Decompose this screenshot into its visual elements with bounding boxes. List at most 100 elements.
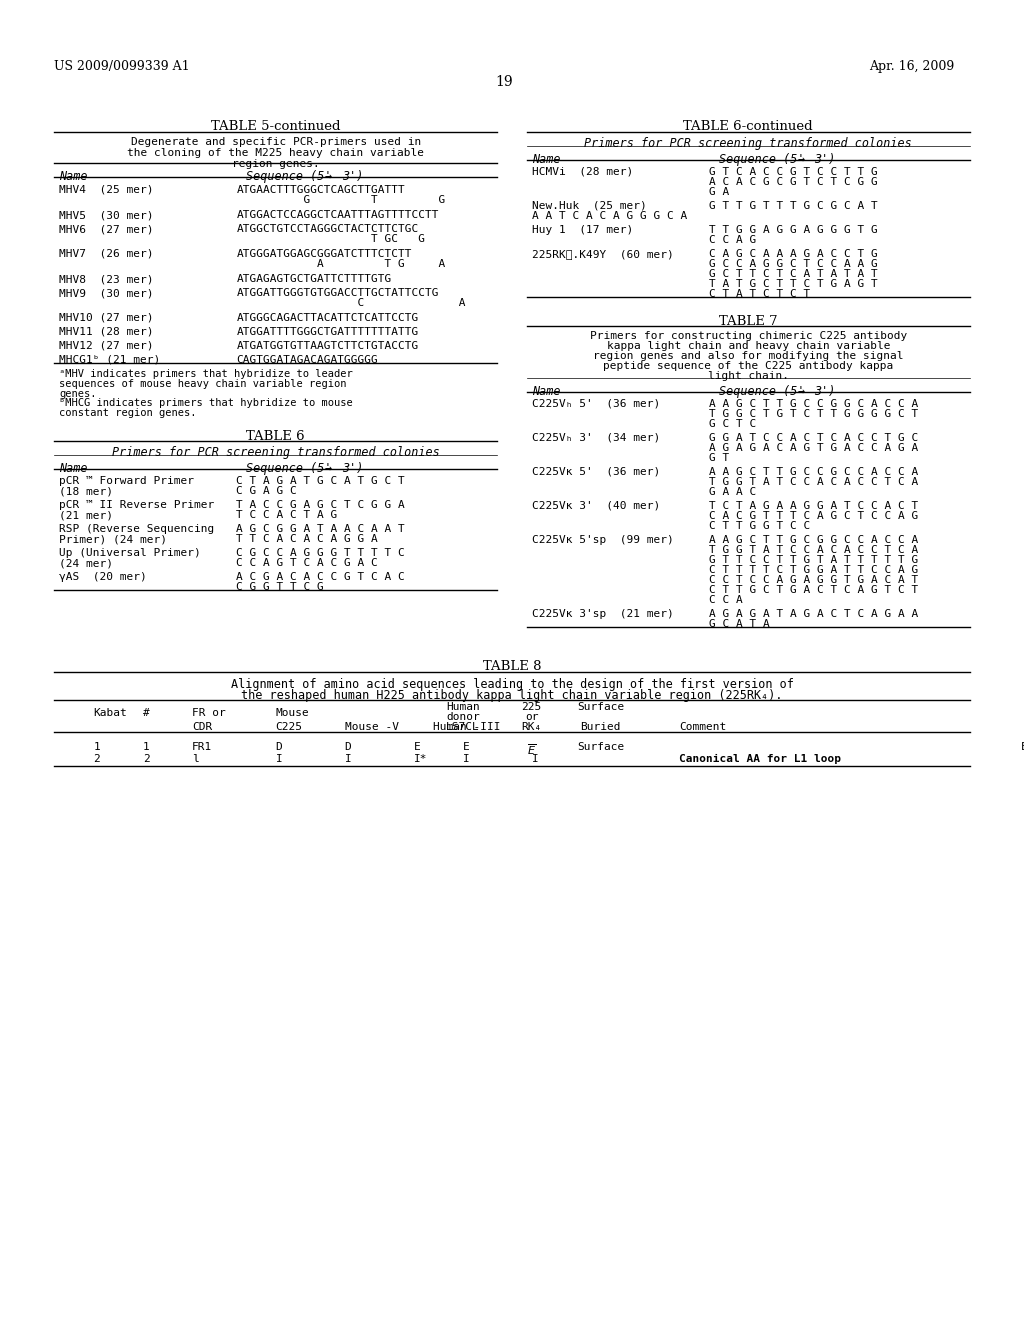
- Text: A A G C T T G C C G C C A C C A: A A G C T T G C C G C C A C C A: [709, 467, 919, 477]
- Text: C C A: C C A: [709, 595, 742, 605]
- Text: T G G T A T C C A C A C C T C A: T G G T A T C C A C A C C T C A: [709, 545, 919, 554]
- Text: C C T C C A G A G G T G A C A T: C C T C C A G A G G T G A C A T: [709, 576, 919, 585]
- Text: A C A C G C G T C T C G G: A C A C G C G T C T C G G: [709, 177, 878, 187]
- Text: G T T G T T T G C G C A T: G T T G T T T G C G C A T: [709, 201, 878, 211]
- Text: MHV4  (25 mer): MHV4 (25 mer): [59, 185, 154, 195]
- Text: 225: 225: [521, 702, 542, 711]
- Text: ATGATGGTGTTAAGTCTTCTGTACCTG: ATGATGGTGTTAAGTCTTCTGTACCTG: [237, 341, 419, 351]
- Text: Sequence (5': Sequence (5': [719, 153, 804, 166]
- Text: genes.: genes.: [59, 389, 96, 399]
- Text: 225RKᵦ.K49Y  (60 mer): 225RKᵦ.K49Y (60 mer): [531, 249, 674, 259]
- Text: ᵇMHCG indicates primers that hybridize to mouse: ᵇMHCG indicates primers that hybridize t…: [59, 399, 353, 408]
- Text: Canonical AA for L1 loop: Canonical AA for L1 loop: [679, 754, 842, 764]
- Text: I*: I*: [414, 754, 427, 764]
- Text: Huy 1  (17 mer): Huy 1 (17 mer): [531, 224, 633, 235]
- Text: C225Vₕ 3'  (34 mer): C225Vₕ 3' (34 mer): [531, 433, 659, 444]
- Text: G C A T A: G C A T A: [709, 619, 770, 630]
- Text: region genes.: region genes.: [231, 158, 319, 169]
- Text: or: or: [525, 711, 539, 722]
- Text: T GC   G: T GC G: [237, 234, 425, 244]
- Text: G C T T C T C A T A T A T: G C T T C T C A T A T A T: [709, 269, 878, 279]
- Text: ATGAACTTTGGGCTCAGCTTGATTT: ATGAACTTTGGGCTCAGCTTGATTT: [237, 185, 406, 195]
- Text: C225Vκ 5'  (36 mer): C225Vκ 5' (36 mer): [531, 467, 659, 477]
- Text: FR or: FR or: [191, 708, 225, 718]
- Text: G C C A G G C T C C A A G: G C C A G G C T C C A A G: [709, 259, 878, 269]
- Text: ATGGACTCCAGGCTCAATTTAGTTTTCCTT: ATGGACTCCAGGCTCAATTTAGTTTTCCTT: [237, 210, 439, 220]
- Text: the cloning of the M225 heavy chain variable: the cloning of the M225 heavy chain vari…: [127, 148, 424, 158]
- Text: D: D: [345, 742, 351, 752]
- Text: TABLE 6: TABLE 6: [247, 430, 305, 444]
- Text: $\overline{E}$: $\overline{E}$: [527, 742, 537, 756]
- Text: C T T G C T G A C T C A G T C T: C T T G C T G A C T C A G T C T: [709, 585, 919, 595]
- Text: γAS  (20 mer): γAS (20 mer): [59, 572, 146, 582]
- Text: Surface: Surface: [577, 702, 625, 711]
- Text: →: →: [325, 462, 332, 475]
- Text: Mouse: Mouse: [275, 708, 309, 718]
- Text: C T A G A T G C A T G C T: C T A G A T G C A T G C T: [237, 477, 406, 486]
- Text: Primer) (24 mer): Primer) (24 mer): [59, 535, 167, 544]
- Text: T T C A C A C A G G A: T T C A C A C A G G A: [237, 535, 378, 544]
- Text: A A T C A C A G G G C A: A A T C A C A G G G C A: [531, 211, 687, 220]
- Text: C C A G T C A C G A C: C C A G T C A C G A C: [237, 558, 378, 568]
- Text: I: I: [345, 754, 351, 764]
- Text: ATGGGCAGACTTACATTCTCATTCCTG: ATGGGCAGACTTACATTCTCATTCCTG: [237, 313, 419, 323]
- Text: Name: Name: [531, 153, 560, 166]
- Text: MHV7  (26 mer): MHV7 (26 mer): [59, 249, 154, 259]
- Text: C225: C225: [275, 722, 303, 733]
- Text: Primers for PCR screening transformed colonies: Primers for PCR screening transformed co…: [585, 137, 912, 150]
- Text: Name: Name: [59, 170, 88, 183]
- Text: C T T G G T C C: C T T G G T C C: [709, 521, 810, 531]
- Text: →: →: [798, 153, 805, 166]
- Text: A A G C T T G C G G C C A C C A: A A G C T T G C G G C C A C C A: [709, 535, 919, 545]
- Text: 2: 2: [93, 754, 100, 764]
- Text: Primers for constructing chimeric C225 antibody: Primers for constructing chimeric C225 a…: [590, 331, 907, 341]
- Text: G T C A C C G T C C T T G: G T C A C C G T C C T T G: [709, 168, 878, 177]
- Text: I: I: [275, 754, 283, 764]
- Text: ATGGATTGGGTGTGGACCTTGCTATTCCTG: ATGGATTGGGTGTGGACCTTGCTATTCCTG: [237, 288, 439, 298]
- Text: C C A G: C C A G: [709, 235, 756, 246]
- Text: I: I: [531, 754, 539, 764]
- Text: 19: 19: [496, 75, 513, 88]
- Text: A G C G G A T A A C A A T: A G C G G A T A A C A A T: [237, 524, 406, 535]
- Text: Comment: Comment: [679, 722, 727, 733]
- Text: #: #: [142, 708, 150, 718]
- Text: E: E: [414, 742, 420, 752]
- Text: constant region genes.: constant region genes.: [59, 408, 197, 418]
- Text: 3'): 3'): [814, 153, 836, 166]
- Text: G T: G T: [709, 453, 729, 463]
- Text: E: E: [463, 742, 470, 752]
- Text: FR1: FR1: [191, 742, 212, 752]
- Text: C G A G C: C G A G C: [237, 486, 297, 496]
- Text: sequences of mouse heavy chain variable region: sequences of mouse heavy chain variable …: [59, 379, 346, 389]
- Text: →: →: [325, 170, 332, 183]
- Text: l: l: [191, 754, 199, 764]
- Text: C225Vκ 3'  (40 mer): C225Vκ 3' (40 mer): [531, 502, 659, 511]
- Text: region genes and also for modifying the signal: region genes and also for modifying the …: [593, 351, 903, 360]
- Text: HCMVi  (28 mer): HCMVi (28 mer): [531, 168, 633, 177]
- Text: T G G C T G T C T T G G G G C T: T G G C T G T C T T G G G G C T: [709, 409, 919, 418]
- Text: A         T G     A: A T G A: [237, 259, 445, 269]
- Text: C T T T T C T G G A T T C C A G: C T T T T C T G G A T T C C A G: [709, 565, 919, 576]
- Text: TABLE 6-continued: TABLE 6-continued: [683, 120, 813, 133]
- Text: Sequence (5': Sequence (5': [246, 462, 332, 475]
- Text: kappa light chain and heavy chain variable: kappa light chain and heavy chain variab…: [606, 341, 890, 351]
- Text: C G C C A G G G T T T T C: C G C C A G G G T T T T C: [237, 548, 406, 558]
- Text: RSP (Reverse Sequencing: RSP (Reverse Sequencing: [59, 524, 214, 535]
- Text: G C T C: G C T C: [709, 418, 756, 429]
- Text: MHV10 (27 mer): MHV10 (27 mer): [59, 313, 154, 323]
- Text: LS7CL: LS7CL: [445, 722, 479, 733]
- Text: T A T G C T T C T G A G T: T A T G C T T C T G A G T: [709, 279, 878, 289]
- Text: Primers for PCR screening transformed colonies: Primers for PCR screening transformed co…: [112, 446, 439, 459]
- Text: (18 mer): (18 mer): [59, 486, 113, 496]
- Text: TABLE 7: TABLE 7: [719, 315, 777, 327]
- Text: CDR: CDR: [191, 722, 212, 733]
- Text: C A G C A A A G A C C T G: C A G C A A A G A C C T G: [709, 249, 878, 259]
- Text: Apr. 16, 2009: Apr. 16, 2009: [868, 59, 954, 73]
- Text: ATGGATTTTGGGCTGATTTTTTTATTG: ATGGATTTTGGGCTGATTTTTTTATTG: [237, 327, 419, 337]
- Text: G A A C: G A A C: [709, 487, 756, 498]
- Text: T C C A C T A G: T C C A C T A G: [237, 510, 338, 520]
- Text: Human -III: Human -III: [433, 722, 501, 733]
- Text: MHV8  (23 mer): MHV8 (23 mer): [59, 275, 154, 284]
- Text: Name: Name: [531, 385, 560, 399]
- Text: G T T C C T T G T A T T T T T G: G T T C C T T G T A T T T T T G: [709, 554, 919, 565]
